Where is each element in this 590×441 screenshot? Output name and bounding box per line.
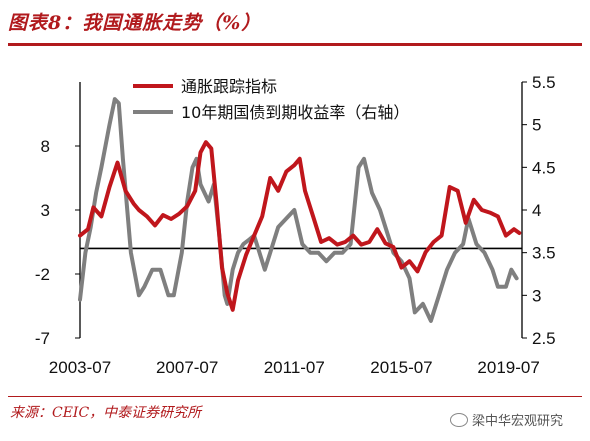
footer-rule (8, 396, 582, 397)
left-tick-label: 3 (41, 201, 50, 220)
right-tick-label: 3 (532, 286, 541, 305)
left-tick-label: -2 (35, 265, 50, 284)
series-line-inflation (78, 140, 522, 312)
right-tick-label: 5.5 (532, 73, 556, 92)
right-tick-label: 4.5 (532, 158, 556, 177)
legend-label-bond-yield: 10年期国债到期收益率（右轴） (181, 103, 409, 122)
wechat-icon (450, 412, 468, 427)
right-tick-label: 5 (532, 116, 541, 135)
source-note: 来源：CEIC，中泰证券研究所 (10, 405, 202, 421)
left-tick-label: -7 (35, 329, 50, 348)
legend-label-inflation: 通胀跟踪指标 (181, 77, 277, 96)
x-tick-label: 2003-07 (49, 358, 111, 377)
x-tick-label: 2011-07 (264, 358, 325, 377)
brand-label: 梁中华宏观研究 (472, 414, 564, 429)
title-rule (8, 43, 582, 46)
right-tick-label: 4 (532, 201, 541, 220)
series-line-bond-yield (78, 97, 519, 323)
chart-title: 图表8：我国通胀走势（%） (8, 12, 262, 34)
brand-watermark: 梁中华宏观研究 (450, 410, 563, 429)
x-tick-label: 2019-07 (477, 358, 539, 377)
left-tick-label: 8 (41, 137, 50, 156)
x-tick-label: 2007-07 (156, 358, 218, 377)
right-tick-label: 2.5 (532, 329, 556, 348)
right-tick-label: 3.5 (532, 244, 556, 263)
x-tick-label: 2015-07 (370, 358, 432, 377)
